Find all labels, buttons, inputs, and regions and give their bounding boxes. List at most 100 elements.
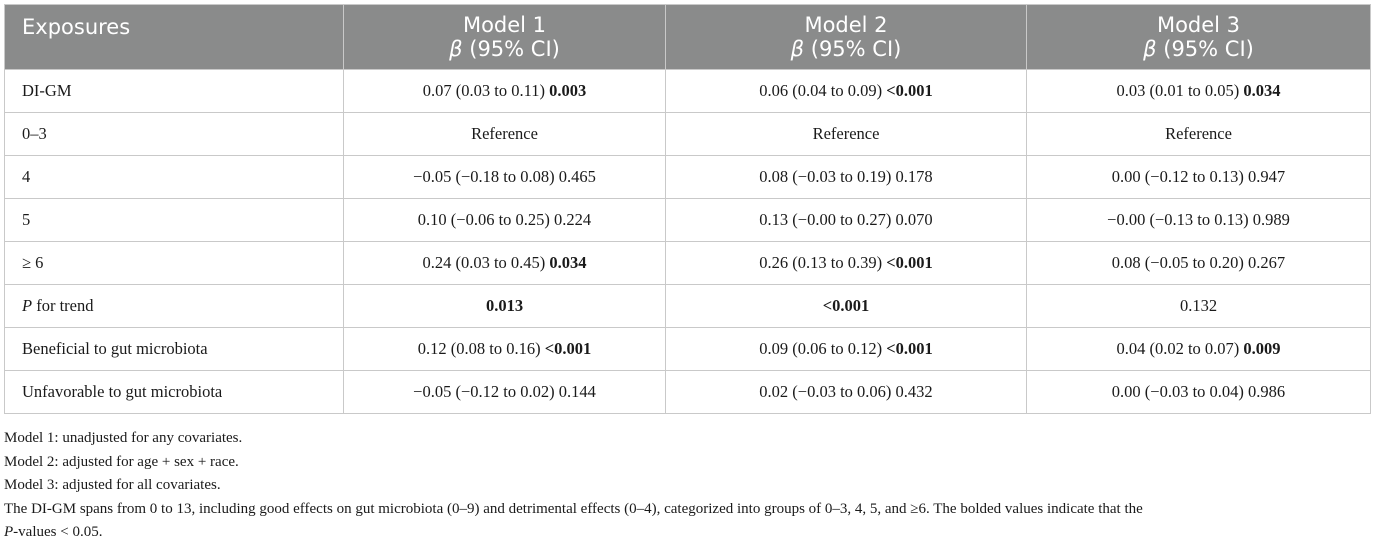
row-label: 4 bbox=[4, 155, 344, 199]
cell-estimate: −0.05 (−0.12 to 0.02) 0.144 bbox=[413, 382, 596, 401]
table-row: 5 0.10 (−0.06 to 0.25) 0.224 0.13 (−0.00 t… bbox=[4, 198, 1371, 242]
cell-model-2: 0.09 (0.06 to 0.12) <0.001 bbox=[665, 327, 1027, 371]
cell-estimate: 0.00 (−0.03 to 0.04) 0.986 bbox=[1111, 382, 1286, 401]
table-row: DI-GM 0.07 (0.03 to 0.11) 0.003 0.06 (0.04… bbox=[4, 69, 1371, 113]
row-label-text: Unfavorable to gut microbiota bbox=[22, 382, 223, 401]
cell-model-3: −0.00 (−0.13 to 0.13) 0.989 bbox=[1026, 198, 1371, 242]
cell-model-1: 0.12 (0.08 to 0.16) <0.001 bbox=[343, 327, 666, 371]
footnote-digm-end: -values < 0.05. bbox=[13, 524, 103, 540]
cell-estimate: 0.132 bbox=[1179, 296, 1218, 315]
cell-model-2: 0.13 (−0.00 to 0.27) 0.070 bbox=[665, 198, 1027, 242]
cell-significant-p: 0.003 bbox=[549, 81, 587, 100]
cell-significant-p: <0.001 bbox=[544, 339, 592, 358]
cell-estimate: 0.24 (0.03 to 0.45) bbox=[422, 253, 550, 272]
row-label-text: 0–3 bbox=[22, 124, 47, 143]
beta-symbol: β bbox=[790, 37, 805, 61]
header-model-2-name: Model 2 bbox=[804, 13, 888, 37]
cell-estimate: 0.07 (0.03 to 0.11) bbox=[422, 81, 550, 100]
row-label: 0–3 bbox=[4, 112, 344, 156]
cell-estimate: 0.10 (−0.06 to 0.25) 0.224 bbox=[417, 210, 592, 229]
row-label: 5 bbox=[4, 198, 344, 242]
results-table-container: Exposures Model 1 β (95% CI) Model 2 β (… bbox=[4, 4, 1371, 414]
row-label: Beneficial to gut microbiota bbox=[4, 327, 344, 371]
cell-estimate: 0.13 (−0.00 to 0.27) 0.070 bbox=[759, 210, 933, 229]
footnote-digm-text: The DI-GM spans from 0 to 13, including … bbox=[4, 500, 1143, 517]
cell-significant-p: 0.034 bbox=[1243, 81, 1281, 100]
cell-model-3: 0.08 (−0.05 to 0.20) 0.267 bbox=[1026, 241, 1371, 285]
header-model-1: Model 1 β (95% CI) bbox=[343, 4, 666, 70]
results-table: Exposures Model 1 β (95% CI) Model 2 β (… bbox=[4, 4, 1371, 414]
cell-model-1: 0.07 (0.03 to 0.11) 0.003 bbox=[343, 69, 666, 113]
footnote-model-1: Model 1: unadjusted for any covariates. bbox=[4, 430, 243, 446]
ci-label: (95% CI) bbox=[469, 37, 560, 61]
ci-label: (95% CI) bbox=[810, 37, 902, 61]
cell-estimate: Reference bbox=[812, 124, 880, 143]
cell-model-2: 0.02 (−0.03 to 0.06) 0.432 bbox=[665, 370, 1027, 414]
cell-estimate: 0.12 (0.08 to 0.16) bbox=[417, 339, 545, 358]
footnote-model-3: Model 3: adjusted for all covariates. bbox=[4, 477, 221, 493]
cell-significant-p: 0.009 bbox=[1243, 339, 1281, 358]
row-label-italic: P bbox=[22, 296, 33, 315]
row-label-text: ≥ 6 bbox=[22, 253, 44, 272]
row-label-text: DI-GM bbox=[22, 81, 72, 100]
cell-model-2: 0.08 (−0.03 to 0.19) 0.178 bbox=[665, 155, 1027, 199]
cell-estimate: 0.03 (0.01 to 0.05) bbox=[1116, 81, 1244, 100]
cell-model-3: 0.00 (−0.03 to 0.04) 0.986 bbox=[1026, 370, 1371, 414]
row-label-text: 4 bbox=[22, 167, 31, 186]
cell-estimate: 0.04 (0.02 to 0.07) bbox=[1116, 339, 1244, 358]
cell-estimate: 0.02 (−0.03 to 0.06) 0.432 bbox=[759, 382, 933, 401]
table-row: Beneficial to gut microbiota 0.12 (0.08 t… bbox=[4, 327, 1371, 371]
cell-estimate: 0.26 (0.13 to 0.39) bbox=[759, 253, 887, 272]
cell-model-1: 0.10 (−0.06 to 0.25) 0.224 bbox=[343, 198, 666, 242]
cell-estimate: Reference bbox=[471, 124, 538, 143]
table-row: P for trend 0.013 <0.001 0.132 bbox=[4, 284, 1371, 328]
cell-model-2: Reference bbox=[665, 112, 1027, 156]
cell-estimate: 0.08 (−0.03 to 0.19) 0.178 bbox=[759, 167, 933, 186]
cell-estimate: −0.05 (−0.18 to 0.08) 0.465 bbox=[413, 167, 596, 186]
beta-symbol: β bbox=[1143, 37, 1157, 61]
header-model-3: Model 3 β (95% CI) bbox=[1026, 4, 1371, 70]
row-label-text: 5 bbox=[22, 210, 31, 229]
table-row: 4 −0.05 (−0.18 to 0.08) 0.465 0.08 (−0.03 … bbox=[4, 155, 1371, 199]
header-model-2: Model 2 β (95% CI) bbox=[665, 4, 1027, 70]
cell-significant-p: 0.013 bbox=[485, 296, 524, 315]
cell-estimate: 0.09 (0.06 to 0.12) bbox=[759, 339, 887, 358]
table-row: Unfavorable to gut microbiota −0.05 (−0.1… bbox=[4, 370, 1371, 414]
cell-model-1: −0.05 (−0.12 to 0.02) 0.144 bbox=[343, 370, 666, 414]
cell-model-1: 0.013 bbox=[343, 284, 666, 328]
row-label-text: Beneficial to gut microbiota bbox=[22, 339, 208, 358]
footnote-model-2: Model 2: adjusted for age + sex + race. bbox=[4, 453, 239, 470]
cell-estimate: 0.06 (0.04 to 0.09) bbox=[759, 81, 887, 100]
row-label: Unfavorable to gut microbiota bbox=[4, 370, 344, 414]
row-label-text: for trend bbox=[32, 296, 94, 315]
cell-estimate: Reference bbox=[1165, 124, 1232, 143]
cell-significant-p: <0.001 bbox=[886, 81, 933, 100]
table-row: ≥ 6 0.24 (0.03 to 0.45) 0.034 0.26 (0.13 t… bbox=[4, 241, 1371, 285]
row-label: ≥ 6 bbox=[4, 241, 344, 285]
cell-model-1: Reference bbox=[343, 112, 666, 156]
cell-estimate: −0.00 (−0.13 to 0.13) 0.989 bbox=[1107, 210, 1290, 229]
cell-model-3: 0.03 (0.01 to 0.05) 0.034 bbox=[1026, 69, 1371, 113]
cell-model-3: 0.132 bbox=[1026, 284, 1371, 328]
row-label: P for trend bbox=[4, 284, 344, 328]
cell-significant-p: <0.001 bbox=[822, 296, 870, 315]
cell-significant-p: 0.034 bbox=[549, 253, 587, 272]
header-exposures: Exposures bbox=[4, 4, 344, 70]
row-label: DI-GM bbox=[4, 69, 344, 113]
cell-model-2: <0.001 bbox=[665, 284, 1027, 328]
cell-significant-p: <0.001 bbox=[886, 339, 933, 358]
header-model-1-ci: β (95% CI) bbox=[344, 37, 665, 61]
cell-model-3: 0.00 (−0.12 to 0.13) 0.947 bbox=[1026, 155, 1371, 199]
cell-model-1: 0.24 (0.03 to 0.45) 0.034 bbox=[343, 241, 666, 285]
footnote-p-italic: P bbox=[4, 524, 14, 540]
cell-model-2: 0.06 (0.04 to 0.09) <0.001 bbox=[665, 69, 1027, 113]
table-footnotes: Model 1: unadjusted for any covariates. … bbox=[4, 427, 1370, 545]
cell-estimate: 0.08 (−0.05 to 0.20) 0.267 bbox=[1111, 253, 1286, 272]
cell-model-2: 0.26 (0.13 to 0.39) <0.001 bbox=[665, 241, 1027, 285]
header-model-3-ci: β (95% CI) bbox=[1027, 37, 1370, 61]
header-model-3-name: Model 3 bbox=[1156, 13, 1241, 37]
header-model-1-name: Model 1 bbox=[462, 13, 547, 37]
cell-model-3: 0.04 (0.02 to 0.07) 0.009 bbox=[1026, 327, 1371, 371]
table-row: 0–3 Reference Reference Reference bbox=[4, 112, 1371, 156]
header-model-2-ci: β (95% CI) bbox=[666, 37, 1026, 61]
